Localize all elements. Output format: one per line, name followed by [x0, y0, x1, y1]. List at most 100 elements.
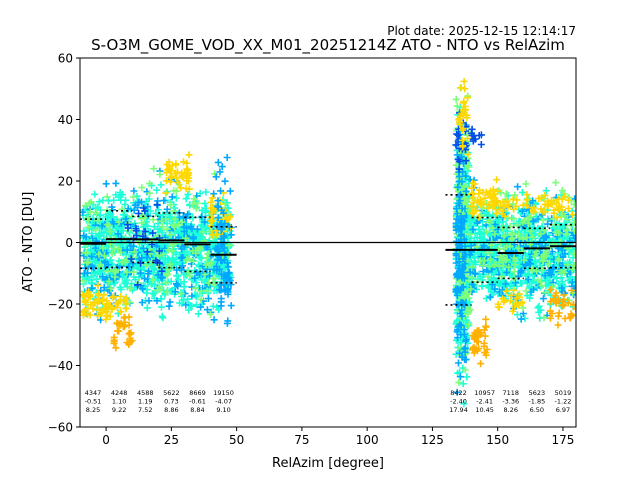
scatter-point [208, 217, 216, 225]
scatter-point [526, 271, 534, 278]
scatter-point [464, 310, 472, 318]
y-tick-label: 40 [58, 113, 73, 127]
scatter-point [107, 284, 115, 292]
scatter-point [550, 209, 558, 217]
scatter-point [470, 253, 478, 261]
scatter-point [535, 302, 543, 310]
scatter-point [92, 258, 99, 266]
scatter-point [112, 179, 120, 187]
stat-annotation-sd: 10.45 [475, 406, 494, 414]
scatter-point [167, 278, 175, 285]
scatter-point [546, 307, 554, 315]
scatter-point [528, 204, 535, 211]
scatter-point [115, 218, 123, 226]
scatter-point [112, 344, 120, 352]
scatter-point [542, 187, 550, 195]
y-tick-label: −60 [48, 421, 73, 435]
scatter-point [493, 187, 501, 195]
scatter-point [114, 299, 122, 306]
scatter-point [488, 224, 496, 232]
scatter-point [558, 195, 566, 203]
scatter-point [197, 303, 205, 311]
scatter-point [94, 312, 102, 320]
scatter-point [518, 207, 526, 215]
y-axis-ticks: −60 −40 −20 0 20 40 60 [48, 52, 80, 435]
scatter-point [452, 95, 460, 103]
scatter-point [456, 373, 464, 381]
scatter-point [124, 224, 132, 232]
scatter-point [515, 244, 523, 252]
scatter-point [88, 263, 96, 271]
scatter-point [477, 257, 485, 265]
scatter-point [162, 215, 169, 223]
scatter-point [547, 314, 554, 322]
scatter-point [96, 206, 104, 214]
scatter-point [135, 199, 142, 206]
scatter-point [125, 339, 133, 347]
scatter-point [539, 256, 547, 264]
scatter-point [478, 282, 486, 290]
scatter-point [110, 339, 118, 347]
scatter-point [493, 176, 501, 184]
scatter-point [144, 203, 152, 211]
scatter-point [187, 223, 195, 231]
scatter-point [198, 222, 206, 230]
scatter-point [121, 258, 129, 266]
scatter-point [217, 302, 225, 310]
scatter-point [548, 196, 555, 204]
scatter-point [100, 284, 108, 291]
scatter-point [86, 291, 94, 299]
scatter-point [124, 205, 132, 213]
scatter-point [110, 245, 118, 252]
scatter-point [565, 196, 572, 204]
scatter-point [210, 316, 218, 324]
scatter-point [225, 213, 233, 221]
scatter-point [558, 284, 566, 292]
scatter-point [146, 180, 154, 188]
scatter-point [117, 285, 125, 293]
scatter-point [159, 250, 167, 258]
scatter-point [120, 314, 128, 322]
scatter-point [140, 214, 148, 222]
scatter-point [463, 373, 471, 381]
scatter-point [200, 237, 208, 245]
scatter-point [460, 98, 468, 106]
stat-annotation-mean: 1.10 [112, 398, 126, 406]
scatter-point [505, 263, 513, 271]
scatter-point [550, 295, 558, 303]
scatter-point [179, 262, 186, 270]
scatter-point [197, 233, 205, 240]
scatter-point [481, 332, 489, 340]
x-tick-label: 25 [164, 433, 179, 447]
stat-annotation-sd: 7.52 [138, 406, 152, 414]
scatter-point [567, 313, 575, 321]
scatter-point [163, 188, 171, 196]
scatter-point [466, 230, 473, 238]
stat-annotation-sd: 8.25 [86, 406, 100, 414]
scatter-point [215, 286, 223, 294]
scatter-point [211, 275, 219, 282]
chart-title: S-O3M_GOME_VOD_XX_M01_20251214Z ATO - NT… [91, 36, 565, 55]
scatter-point [141, 228, 149, 235]
scatter-point [460, 77, 468, 85]
scatter-point [157, 295, 165, 303]
scatter-point [523, 191, 531, 199]
scatter-point [109, 218, 117, 226]
scatter-point [482, 315, 490, 323]
scatter-point [462, 157, 470, 165]
stat-annotation-mean: -4.07 [215, 398, 232, 406]
scatter-point [164, 270, 172, 278]
scatter-point [189, 201, 197, 208]
scatter-point [518, 299, 526, 307]
scatter-point [166, 298, 174, 306]
scatter-point [156, 283, 163, 291]
scatter-point [458, 312, 466, 320]
scatter-point [84, 223, 92, 231]
scatter-point [153, 186, 161, 194]
scatter-point [468, 209, 476, 217]
scatter-point [138, 219, 146, 227]
scatter-point [133, 263, 141, 270]
scatter-point [482, 295, 490, 302]
scatter-point [90, 299, 98, 307]
